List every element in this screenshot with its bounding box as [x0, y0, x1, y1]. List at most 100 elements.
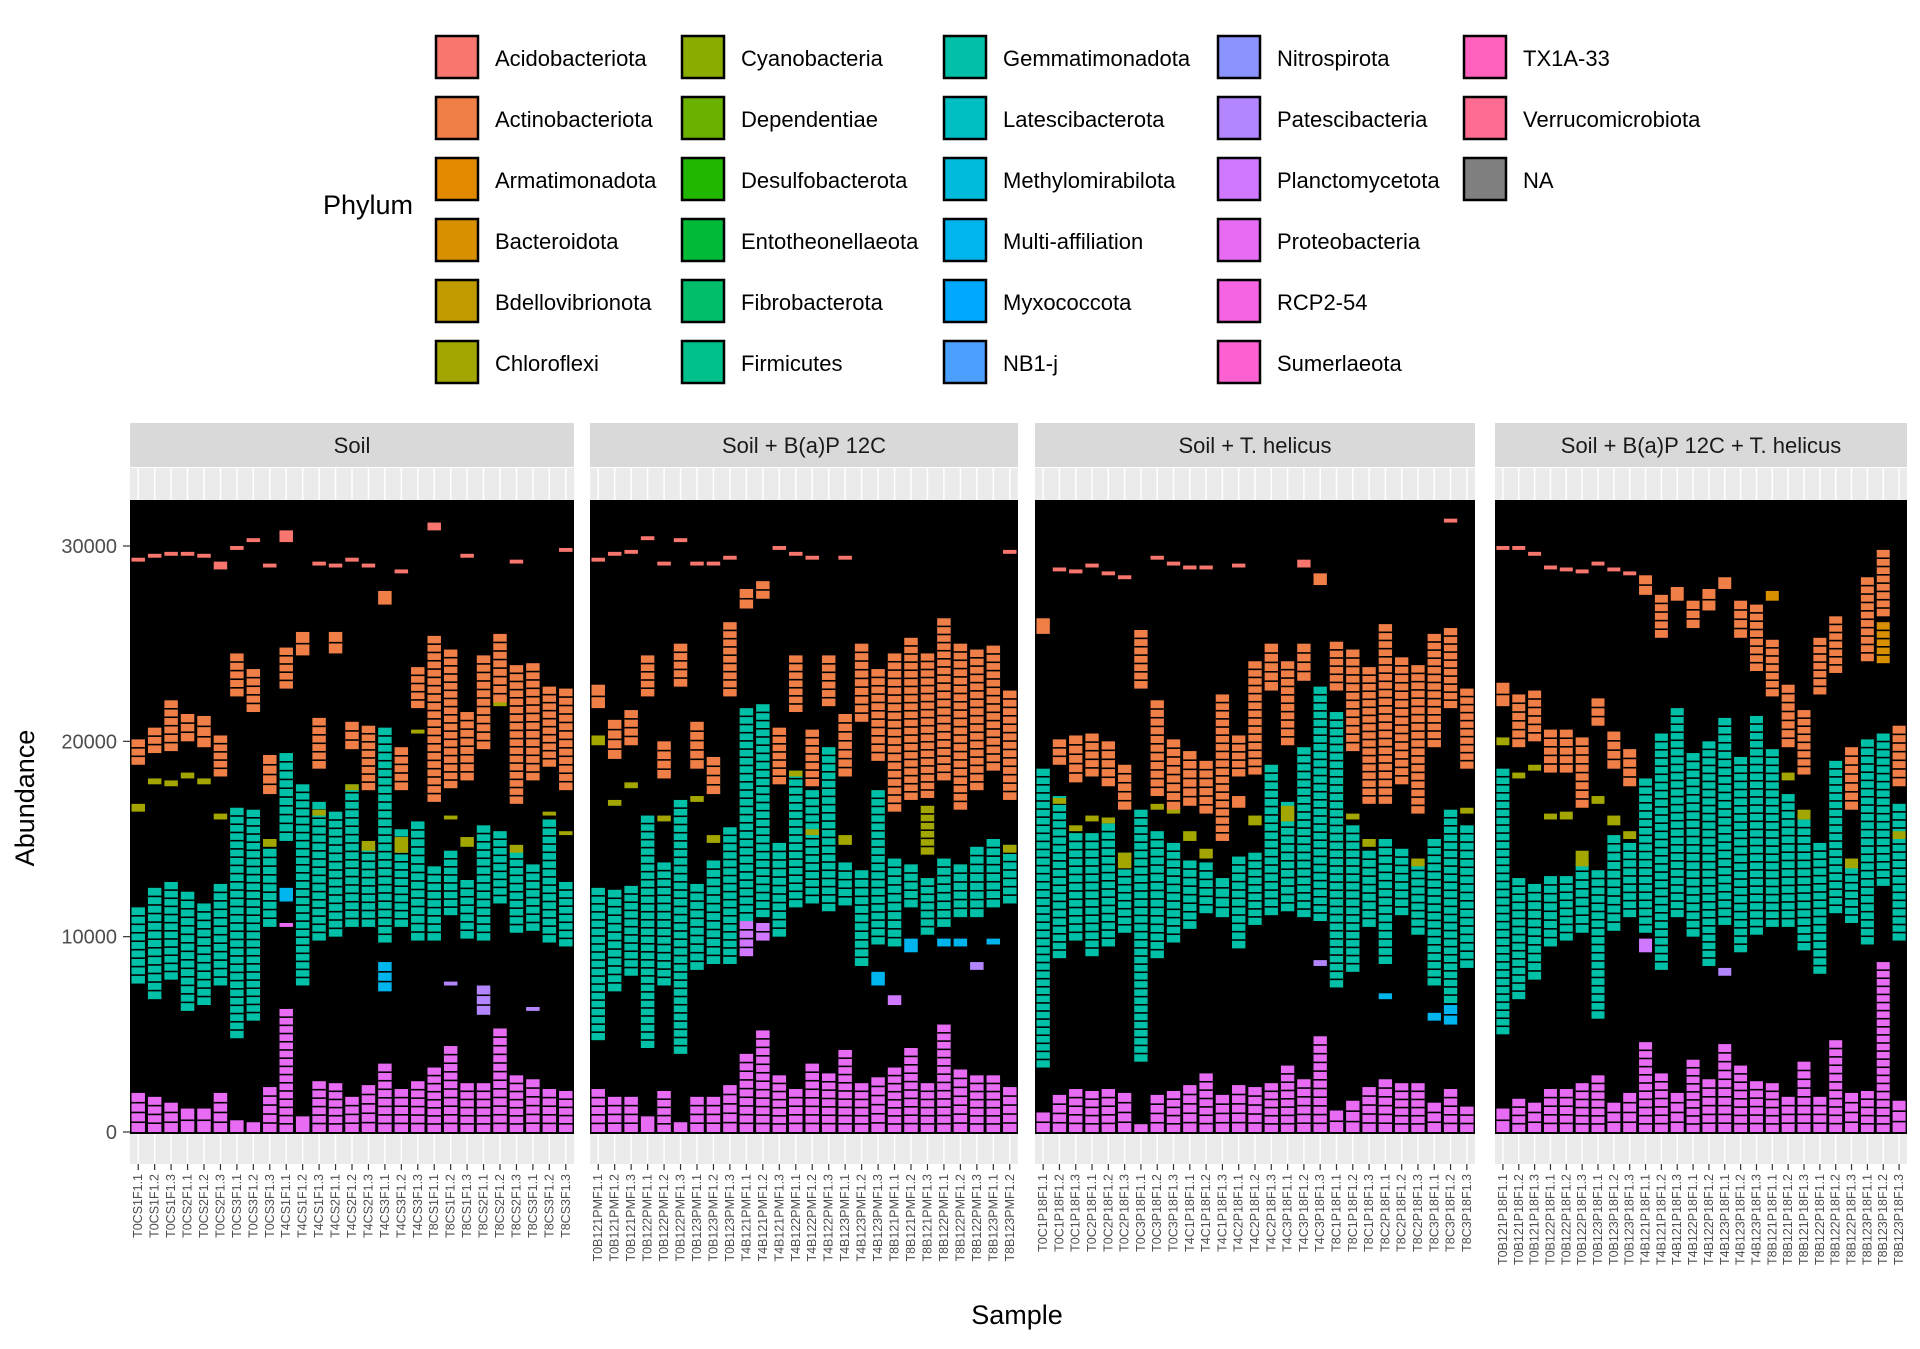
bar-segment: [263, 1087, 277, 1132]
bar-segment: [312, 561, 326, 566]
bar-stack: [1559, 567, 1573, 1132]
bar-stack: [937, 618, 951, 1132]
bar-stack: [131, 557, 145, 1132]
bar-segment: [345, 784, 359, 791]
legend-item: Acidobacteriota: [434, 34, 647, 80]
facet-bottom-band: [1495, 1134, 1907, 1164]
x-tick-label: T4C2P18F1.2: [1248, 1174, 1262, 1252]
x-tick-label: T4B123PMF1.3: [871, 1174, 885, 1262]
bar-stack: [394, 569, 409, 1132]
bar-segment: [1101, 817, 1116, 824]
x-tick-label: T8B121P18F1.2: [1781, 1174, 1795, 1265]
bar-segment: [640, 815, 655, 1049]
legend-swatch: [680, 156, 726, 202]
x-tick-label: T4CS2F1.1: [329, 1174, 343, 1238]
bar-segment: [1718, 577, 1732, 589]
bar-segment: [920, 878, 935, 935]
bar-segment: [986, 1075, 1001, 1132]
bar-segment: [1232, 1085, 1246, 1132]
x-tick-label: T0B122PMF1.1: [641, 1174, 655, 1262]
bar-segment: [772, 1075, 787, 1132]
bar-stack: [1829, 616, 1843, 1132]
bar-stack: [213, 561, 228, 1132]
bar-segment: [1297, 559, 1311, 568]
bar-segment: [1232, 563, 1246, 568]
x-tick-label: T4B122PMF1.1: [789, 1174, 803, 1262]
legend-label: Cyanobacteria: [741, 46, 884, 71]
bar-stack: [361, 563, 376, 1132]
legend-label: Actinobacteriota: [495, 107, 654, 132]
bar-stack: [789, 551, 803, 1132]
bar-stack: [1052, 567, 1067, 1132]
bar-stack: [279, 530, 293, 1132]
x-tick-label: T8B121PMF1.1: [888, 1174, 902, 1262]
bar-segment: [1607, 1102, 1621, 1132]
bar-stack: [147, 553, 162, 1132]
bar-stack: [1150, 555, 1164, 1132]
bar-segment: [1183, 565, 1197, 570]
bar-segment: [970, 1075, 984, 1132]
bar-stack: [953, 643, 968, 1132]
x-tick-label: T8CS2F1.1: [477, 1174, 491, 1238]
bar-stack: [1297, 559, 1311, 1132]
bar-segment: [1845, 858, 1859, 869]
bar-segment: [1718, 717, 1732, 925]
bar-segment: [1378, 993, 1393, 1000]
bar-segment: [394, 747, 409, 791]
x-tick-label: T8C2P18F1.1: [1378, 1174, 1392, 1252]
bar-segment: [1427, 1102, 1441, 1132]
bar-segment: [1101, 1089, 1116, 1132]
x-tick-label: T8C1P18F1.2: [1346, 1174, 1360, 1252]
legend-item: Actinobacteriota: [434, 95, 654, 141]
bar-segment: [1512, 772, 1526, 779]
x-tick-label: T4B121P18F1.3: [1670, 1174, 1684, 1265]
x-tick-label: T4C1P18F1.2: [1199, 1174, 1213, 1252]
bar-segment: [1052, 797, 1067, 804]
bar-segment: [1607, 815, 1621, 826]
x-tick-label: T0C1P18F1.2: [1052, 1174, 1066, 1252]
bar-stack: [1543, 565, 1557, 1132]
bar-segment: [394, 837, 409, 853]
bar-segment: [772, 842, 787, 937]
bar-segment: [1860, 1090, 1874, 1132]
bar-segment: [1845, 747, 1859, 810]
bar-stack: [312, 561, 326, 1132]
bar-stack: [1670, 587, 1684, 1132]
bar-stack: [871, 669, 885, 1132]
legend-swatch: [434, 339, 480, 385]
x-tick-label: T8B123PMF1.2: [1003, 1174, 1017, 1262]
bar-stack: [1496, 546, 1510, 1132]
bar-stack: [756, 581, 770, 1132]
legend-item: TX1A-33: [1462, 34, 1610, 80]
x-tick-label: T0B122PMF1.2: [657, 1174, 671, 1262]
bar-segment: [953, 938, 968, 947]
bar-segment: [887, 653, 902, 812]
bar-segment: [1607, 567, 1621, 572]
bar-segment: [723, 622, 737, 697]
legend-swatch: [680, 34, 726, 80]
bar-segment: [1639, 778, 1653, 933]
bar-stack: [1313, 573, 1327, 1132]
bar-stack: [624, 549, 638, 1132]
legend-label: Chloroflexi: [495, 351, 599, 376]
bar-segment: [1166, 561, 1181, 566]
bar-segment: [295, 1116, 310, 1132]
x-tick-label: T0B121PMF1.3: [624, 1174, 638, 1262]
bar-segment: [246, 538, 261, 543]
bar-segment: [345, 557, 359, 562]
bar-segment: [1036, 618, 1050, 634]
bar-segment: [1797, 809, 1811, 820]
bar-segment: [1232, 735, 1246, 777]
bar-segment: [657, 815, 671, 822]
legend-label: Multi-affiliation: [1003, 229, 1143, 254]
bar-segment: [789, 1089, 803, 1132]
bar-segment: [805, 729, 819, 787]
bar-segment: [1718, 967, 1732, 976]
bar-segment: [147, 778, 162, 785]
bar-segment: [1460, 807, 1474, 814]
legend-label: Bacteroidota: [495, 229, 619, 254]
facet-strip-label: Soil + B(a)P 12C + T. helicus: [1561, 433, 1841, 458]
legend-swatch: [942, 95, 988, 141]
bar-stack: [197, 553, 211, 1132]
facet-strip-label: Soil + B(a)P 12C: [722, 433, 886, 458]
